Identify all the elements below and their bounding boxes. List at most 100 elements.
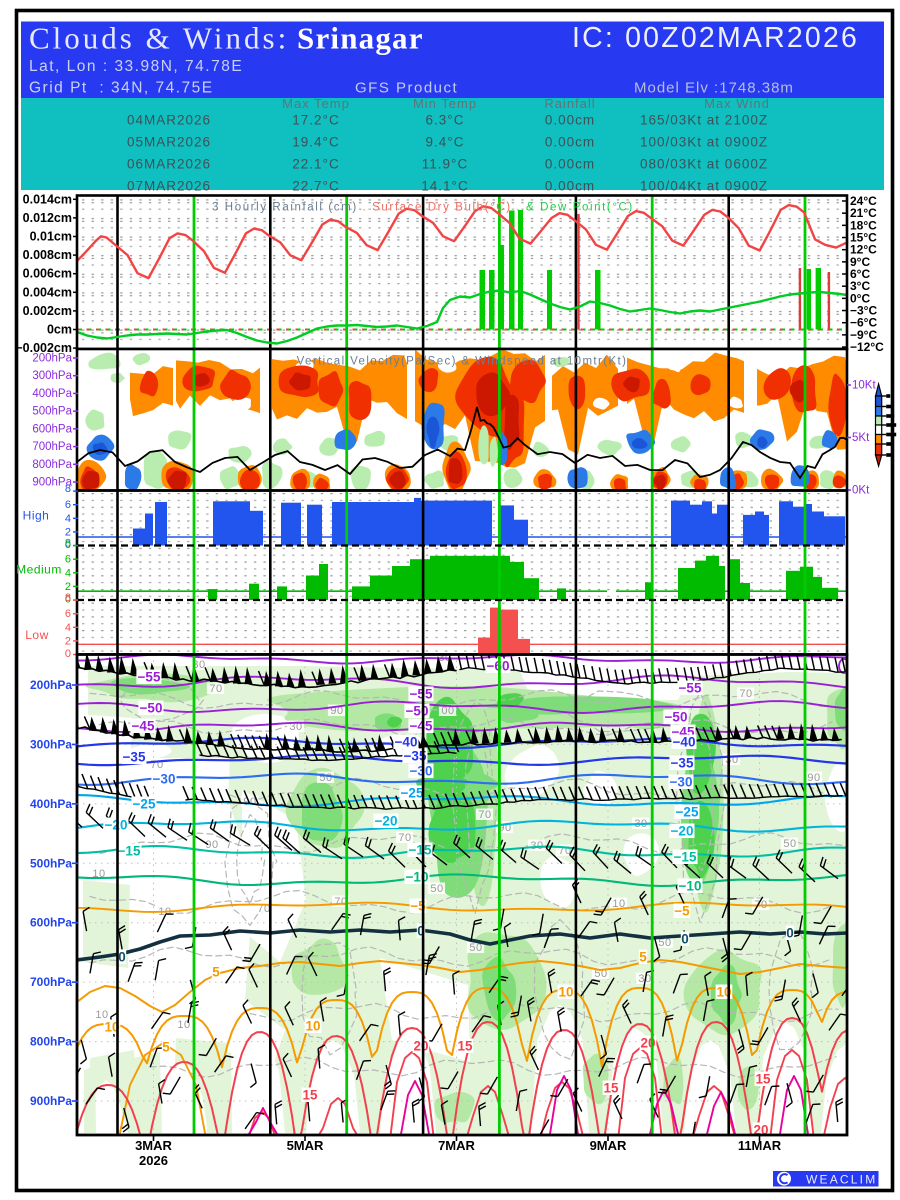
svg-text:5: 5 — [162, 1040, 170, 1055]
svg-text:3MAR: 3MAR — [135, 1138, 172, 1153]
svg-text:−55: −55 — [679, 681, 702, 696]
svg-text:Model Elv :1748.38m: Model Elv :1748.38m — [634, 80, 794, 97]
svg-text:7MAR: 7MAR — [438, 1138, 475, 1153]
svg-text:10: 10 — [612, 898, 625, 910]
svg-text:70: 70 — [739, 688, 752, 700]
svg-text:0: 0 — [118, 950, 126, 965]
svg-text:4: 4 — [65, 567, 71, 579]
svg-text:14.1°C: 14.1°C — [421, 179, 468, 194]
svg-text:15: 15 — [457, 1039, 473, 1054]
svg-text:700hPa: 700hPa — [30, 975, 72, 989]
svg-text:Max Wind: Max Wind — [704, 96, 770, 111]
svg-text:0.00cm: 0.00cm — [545, 135, 595, 150]
svg-text:800hPa: 800hPa — [30, 1035, 72, 1049]
svg-text:200hPa: 200hPa — [30, 678, 72, 692]
svg-text:−50: −50 — [140, 701, 163, 716]
svg-text:9.4°C: 9.4°C — [426, 135, 465, 150]
svg-text:19.4°C: 19.4°C — [292, 135, 339, 150]
svg-text:04MAR2026: 04MAR2026 — [127, 113, 211, 128]
svg-text:−45: −45 — [410, 719, 433, 734]
svg-text:20: 20 — [413, 1039, 428, 1054]
svg-text:200hPa: 200hPa — [32, 353, 72, 365]
svg-text:400hPa: 400hPa — [30, 797, 72, 811]
svg-text:3 Hourly Rainfall (cm) . Surfa: 3 Hourly Rainfall (cm) . Surface Dry Bul… — [212, 202, 634, 214]
svg-text:Rainfall: Rainfall — [544, 96, 595, 111]
svg-text:−25: −25 — [133, 797, 156, 812]
svg-text:−55: −55 — [138, 670, 161, 685]
svg-text:0: 0 — [65, 539, 71, 551]
svg-text:07MAR2026: 07MAR2026 — [127, 179, 211, 194]
svg-text:0: 0 — [786, 926, 794, 941]
svg-text:400hPa: 400hPa — [32, 388, 72, 400]
svg-text:00: 00 — [441, 705, 454, 717]
svg-text:900hPa: 900hPa — [30, 1094, 72, 1108]
svg-text:05MAR2026: 05MAR2026 — [127, 135, 211, 150]
svg-text:Vertical Velocity(Pa/Sec) & Wi: Vertical Velocity(Pa/Sec) & Windspeed at… — [297, 356, 628, 368]
svg-text:Min Temp: Min Temp — [413, 96, 477, 111]
svg-text:Grid Pt : 34N, 74.75E: Grid Pt : 34N, 74.75E — [29, 80, 214, 97]
svg-text:6.3°C: 6.3°C — [426, 113, 465, 128]
svg-text:30: 30 — [289, 721, 302, 733]
svg-text:6: 6 — [65, 499, 71, 511]
svg-text:2: 2 — [65, 635, 71, 647]
svg-text:−30: −30 — [670, 775, 693, 790]
svg-text:0°C: 0°C — [850, 291, 870, 305]
svg-text:22.1°C: 22.1°C — [292, 157, 339, 172]
svg-text:−6°C: −6°C — [850, 316, 877, 330]
svg-text:−15: −15 — [674, 850, 697, 865]
svg-text:4: 4 — [65, 622, 71, 634]
svg-text:165/03Kt at 2100Z: 165/03Kt at 2100Z — [640, 113, 768, 128]
svg-text:6: 6 — [65, 554, 71, 566]
svg-text:−35: −35 — [123, 750, 146, 765]
svg-text:0cm: 0cm — [47, 323, 72, 337]
svg-text:−9°C: −9°C — [850, 328, 877, 342]
svg-text:Clouds & Winds:: Clouds & Winds: — [29, 21, 289, 56]
svg-text:10: 10 — [305, 1019, 320, 1034]
svg-text:−15: −15 — [409, 843, 432, 858]
svg-text:50: 50 — [658, 937, 671, 949]
svg-text:5: 5 — [212, 965, 220, 980]
svg-text:−35: −35 — [404, 749, 427, 764]
svg-text:0.006cm: 0.006cm — [23, 267, 72, 281]
svg-text:70: 70 — [209, 683, 222, 695]
svg-text:900hPa: 900hPa — [32, 477, 72, 489]
svg-text:30: 30 — [192, 659, 205, 671]
svg-text:0.004cm: 0.004cm — [23, 285, 72, 299]
svg-text:12°C: 12°C — [850, 243, 877, 257]
svg-text:−30: −30 — [153, 772, 176, 787]
svg-text:90: 90 — [205, 839, 218, 851]
svg-text:4: 4 — [65, 513, 71, 525]
svg-text:Low: Low — [25, 628, 49, 642]
svg-text:0.00cm: 0.00cm — [545, 179, 595, 194]
svg-text:15: 15 — [603, 1081, 619, 1096]
svg-text:90: 90 — [243, 796, 256, 808]
svg-text:−12°C: −12°C — [850, 340, 884, 354]
svg-text:70: 70 — [257, 903, 270, 915]
svg-text:9MAR: 9MAR — [590, 1138, 627, 1153]
svg-text:800hPa: 800hPa — [32, 459, 72, 471]
svg-text:−3°C: −3°C — [850, 304, 877, 318]
svg-text:2026: 2026 — [139, 1153, 168, 1168]
svg-text:−10: −10 — [679, 879, 702, 894]
svg-text:6: 6 — [65, 608, 71, 620]
svg-text:080/03Kt at 0600Z: 080/03Kt at 0600Z — [640, 157, 768, 172]
svg-text:100/04Kt at 0900Z: 100/04Kt at 0900Z — [640, 179, 768, 194]
svg-text:−55: −55 — [410, 687, 433, 702]
svg-text:300hPa: 300hPa — [32, 370, 72, 382]
svg-text:−35: −35 — [671, 756, 694, 771]
svg-text:−15: −15 — [118, 844, 141, 859]
svg-text:5: 5 — [639, 950, 647, 965]
svg-text:WEACLIM: WEACLIM — [806, 1173, 877, 1187]
svg-text:15: 15 — [302, 1088, 318, 1103]
svg-text:Srinagar: Srinagar — [297, 21, 424, 56]
svg-text:6°C: 6°C — [850, 267, 870, 281]
svg-text:Max Temp: Max Temp — [282, 96, 350, 111]
svg-text:300hPa: 300hPa — [30, 737, 72, 751]
svg-text:0: 0 — [65, 594, 71, 606]
svg-text:8: 8 — [65, 483, 71, 495]
svg-text:−10: −10 — [406, 870, 429, 885]
svg-text:8: 8 — [65, 592, 71, 604]
svg-text:IC: 00Z02MAR2026: IC: 00Z02MAR2026 — [572, 22, 859, 54]
svg-text:GFS Product: GFS Product — [355, 80, 458, 97]
svg-text:8: 8 — [65, 538, 71, 550]
